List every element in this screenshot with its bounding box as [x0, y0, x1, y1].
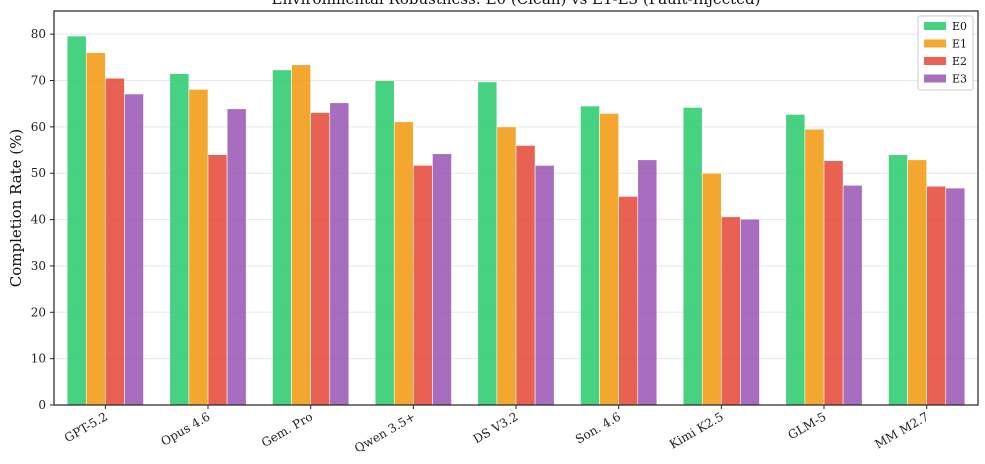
bar-e0-mm-m2-7 [888, 154, 908, 406]
x-tick-label: MM M2.7 [872, 409, 931, 451]
bar-e2-mm-m2-7 [926, 185, 947, 406]
x-tick-label: GLM-5 [786, 409, 829, 442]
bar-e0-gpt-5-2 [66, 35, 87, 406]
bar-e3-opus-4-6 [226, 108, 247, 406]
bar-e0-gem-pro [272, 69, 292, 406]
bar-e2-gem-pro [310, 112, 331, 406]
y-tick-label: 80 [31, 27, 46, 41]
bar-e1-mm-m2-7 [907, 159, 927, 406]
legend-swatch [924, 39, 946, 48]
x-tick-label: Kimi K2.5 [667, 409, 726, 451]
bar-e2-ds-v3-2 [515, 145, 536, 406]
y-axis-ticks: 0 10 20 30 40 50 60 70 80 [31, 27, 54, 412]
bar-e0-son-4-6 [580, 105, 600, 406]
y-tick-label: 20 [31, 305, 46, 319]
bar-e3-gpt-5-2 [124, 93, 144, 406]
bar-e3-kimi-k2-5 [740, 218, 760, 406]
bar-e1-son-4-6 [599, 113, 619, 406]
bar-e2-gpt-5-2 [105, 77, 125, 406]
bar-e1-gem-pro [291, 64, 311, 406]
bar-e1-kimi-k2-5 [701, 172, 722, 406]
bar-e2-opus-4-6 [207, 154, 228, 406]
x-tick-label: Opus 4.6 [158, 409, 212, 448]
bar-e2-qwen-3-5- [413, 165, 433, 406]
y-tick-label: 40 [31, 213, 46, 227]
y-tick-label: 60 [31, 120, 46, 134]
bar-e2-kimi-k2-5 [721, 216, 741, 406]
legend-swatch [924, 22, 946, 30]
legend-box [917, 15, 974, 91]
legend-label: E0 [952, 20, 967, 33]
bar-e3-mm-m2-7 [945, 187, 966, 406]
legend-label: E3 [952, 73, 967, 86]
bar-e1-gpt-5-2 [85, 52, 106, 406]
bar-e2-son-4-6 [618, 196, 639, 406]
bars [66, 35, 966, 406]
bar-e1-qwen-3-5- [393, 121, 414, 406]
y-tick-label: 30 [31, 259, 46, 273]
bar-e3-gem-pro [329, 102, 350, 406]
bar-e0-qwen-3-5- [374, 80, 395, 406]
chart-title: Environmental Robustness: E0 (Clean) vs … [272, 0, 761, 8]
x-tick-label: GPT-5.2 [62, 409, 110, 445]
y-tick-label: 0 [38, 398, 46, 412]
legend: E0 E1 E2 E3 [917, 15, 974, 91]
bar-e0-opus-4-6 [169, 73, 190, 406]
bar-e1-glm-5 [804, 128, 825, 406]
x-tick-label: Son. 4.6 [573, 409, 623, 446]
bar-e0-glm-5 [785, 114, 806, 406]
bar-e1-ds-v3-2 [496, 126, 517, 406]
x-tick-label: DS V3.2 [471, 409, 521, 446]
bar-e3-son-4-6 [637, 159, 658, 406]
x-tick-label: Gem. Pro [259, 409, 315, 449]
legend-swatch [924, 74, 946, 83]
bar-e2-glm-5 [823, 160, 844, 406]
y-axis-title: Completion Rate (%) [7, 129, 25, 288]
y-tick-label: 10 [31, 352, 46, 366]
bar-e3-qwen-3-5- [432, 153, 452, 406]
y-tick-label: 70 [31, 74, 46, 88]
bar-e3-ds-v3-2 [534, 165, 555, 406]
legend-label: E2 [952, 55, 967, 68]
legend-swatch [924, 57, 946, 65]
x-axis-ticks: GPT-5.2 Opus 4.6 Gem. Pro Qwen 3.5+ DS V3.2 S… [62, 405, 931, 456]
y-tick-label: 50 [31, 166, 46, 180]
bar-e0-ds-v3-2 [477, 81, 498, 406]
bar-e0-kimi-k2-5 [682, 107, 703, 406]
legend-label: E1 [952, 38, 967, 51]
bar-e1-opus-4-6 [188, 89, 209, 406]
bar-e3-glm-5 [842, 184, 863, 406]
x-tick-label: Qwen 3.5+ [352, 409, 418, 455]
